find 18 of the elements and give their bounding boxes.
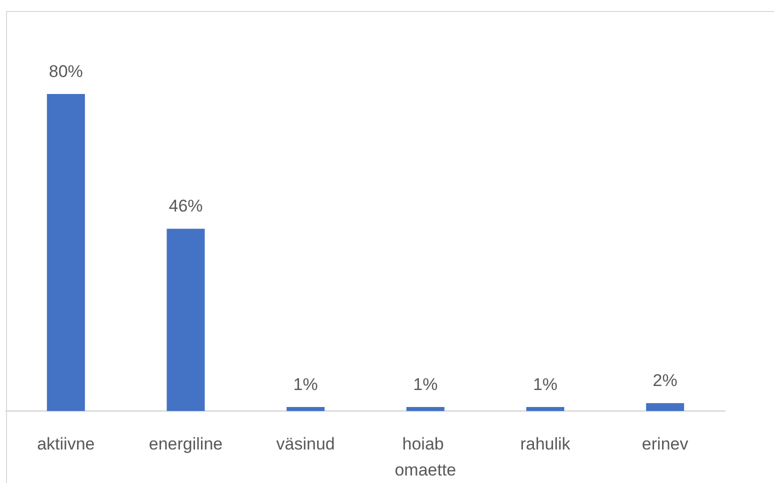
x-tick-label: aktiivne [37, 434, 95, 454]
bar [406, 407, 444, 411]
x-tick-label: hoiab omaette [394, 434, 456, 480]
data-label: 2% [652, 371, 678, 390]
data-label: 80% [48, 62, 83, 81]
data-label: 46% [168, 196, 203, 216]
x-tick-label: erinev [642, 434, 689, 454]
data-label: 1% [413, 375, 438, 394]
x-tick-label: rahulik [520, 434, 571, 454]
bar [166, 228, 205, 411]
bar [46, 94, 85, 411]
data-label: 1% [532, 375, 558, 394]
x-tick-label: energiline [148, 434, 223, 454]
x-tick-label: väsinud [276, 434, 335, 454]
data-label: 1% [293, 375, 318, 394]
bar [526, 407, 564, 411]
bar [286, 407, 325, 411]
bar [646, 403, 684, 411]
